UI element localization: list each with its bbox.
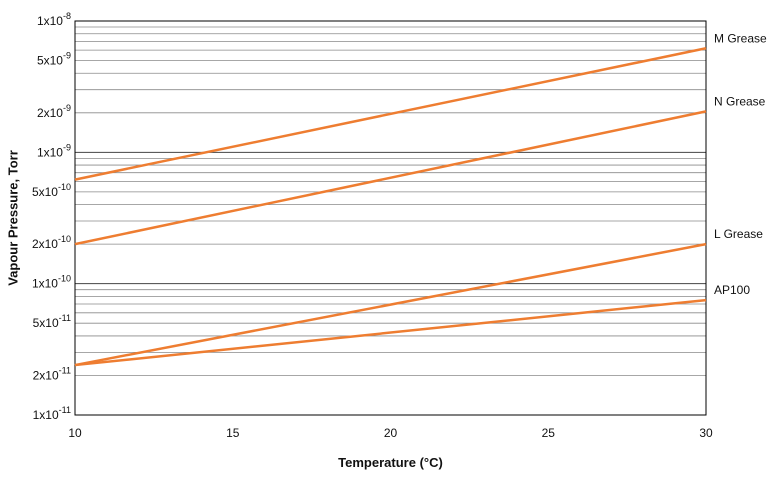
y-tick-label: 1x10-8 xyxy=(37,11,71,28)
y-tick-label: 2x10-9 xyxy=(37,103,71,120)
y-axis-title: Vapour Pressure, Torr xyxy=(5,150,20,286)
x-tick-label: 30 xyxy=(699,426,713,440)
y-tick-label: 5x10-9 xyxy=(37,51,71,68)
y-axis-ticks: 1x10-8 5x10-9 2x10-9 1x10-9 5x10-10 2x10-10 1x… xyxy=(32,11,71,422)
x-axis-title: Temperature (°C) xyxy=(338,455,443,470)
y-tick-label: 1x10-10 xyxy=(32,274,71,291)
series-line xyxy=(74,242,707,367)
x-tick-label: 20 xyxy=(384,426,398,440)
series-label: M Grease xyxy=(714,31,767,45)
plot-frame xyxy=(74,20,707,416)
x-tick-label: 25 xyxy=(542,426,556,440)
series-label: AP100 xyxy=(714,283,750,297)
y-tick-label: 5x10-11 xyxy=(33,313,71,330)
x-tick-label: 15 xyxy=(226,426,240,440)
x-axis-ticks: 10 15 20 25 30 xyxy=(68,426,713,440)
y-tick-label: 5x10-10 xyxy=(32,182,71,199)
gridlines xyxy=(75,26,706,416)
series-lines xyxy=(74,47,707,367)
y-tick-label: 2x10-10 xyxy=(32,234,71,251)
y-tick-label: 2x10-11 xyxy=(33,365,71,382)
series-line xyxy=(74,110,707,246)
x-tick-label: 10 xyxy=(68,426,82,440)
series-label: N Grease xyxy=(714,94,766,108)
series-line xyxy=(74,47,707,181)
series-labels: M Grease N Grease L Grease AP100 xyxy=(714,31,767,297)
series-line xyxy=(74,298,707,367)
y-tick-label: 1x10-11 xyxy=(33,405,71,422)
series-label: L Grease xyxy=(714,227,763,241)
y-tick-label: 1x10-9 xyxy=(37,142,71,159)
